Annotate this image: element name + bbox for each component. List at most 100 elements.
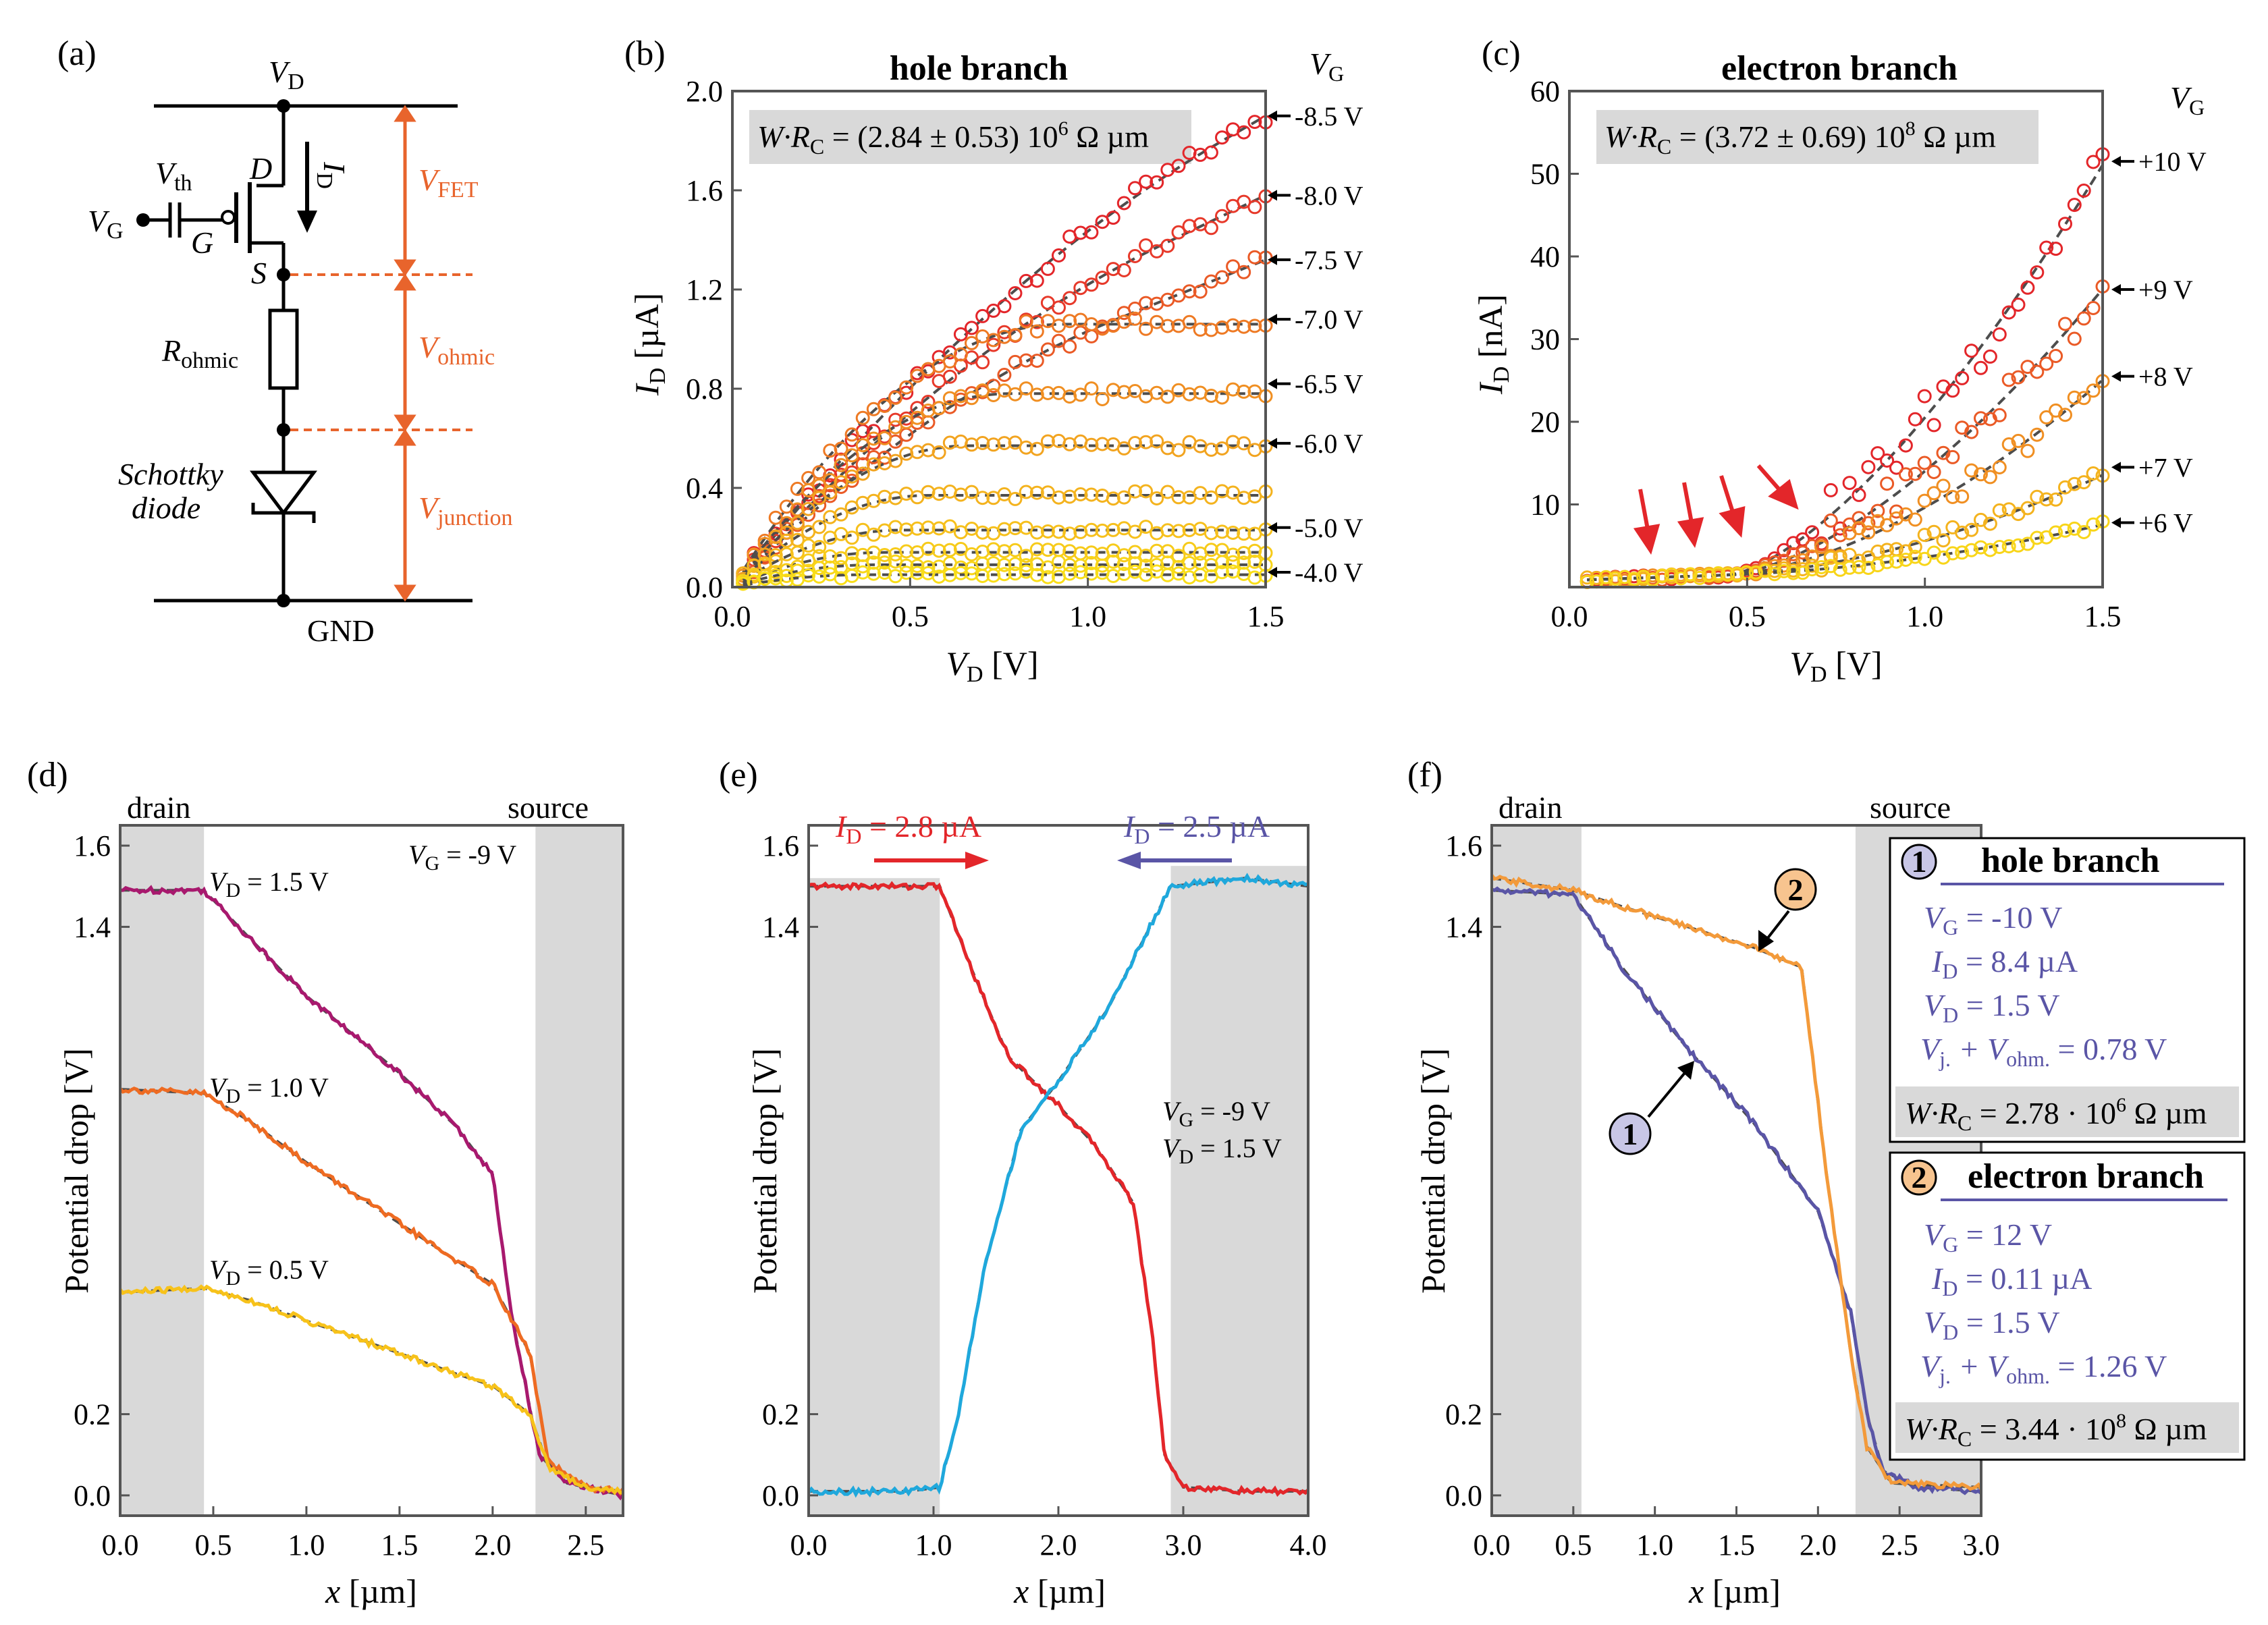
panel-a-circuit: (a) VD D ID VG Vth G S Rohmic xyxy=(57,34,513,648)
panel-b-xtick-label: 0.5 xyxy=(892,600,929,633)
panel-c-point xyxy=(2067,390,2082,405)
panel-b-point xyxy=(997,544,1012,559)
panel-b-fit-6 xyxy=(742,494,1266,579)
panel-d-vg-annotation: VG = -9 V xyxy=(408,839,516,875)
panel-c-point xyxy=(2001,437,2016,451)
panel-b-vg-label: -7.0 V xyxy=(1295,304,1364,335)
panel-b-point xyxy=(921,560,936,575)
panel-b-point xyxy=(1029,387,1044,402)
panel-b-point xyxy=(1128,301,1142,316)
panel-f-label: (f) xyxy=(1407,756,1442,794)
panel-b-vg-arrowhead xyxy=(1268,314,1277,325)
panel-b-point xyxy=(812,561,827,576)
panel-b-point xyxy=(910,566,925,580)
panel-b-point xyxy=(1160,389,1175,404)
panel-c-point xyxy=(1646,568,1660,583)
panel-d-ytick-label: 1.4 xyxy=(74,910,111,943)
panel-b-point xyxy=(932,445,946,460)
panel-d-xtick-label: 1.0 xyxy=(288,1528,325,1562)
panel-c-point xyxy=(2020,443,2035,458)
panel-c-point xyxy=(2001,373,2016,387)
panel-b-point xyxy=(1029,525,1044,540)
panel-b-point xyxy=(975,569,990,583)
panel-b-point xyxy=(910,410,925,425)
panel-c-point xyxy=(2076,525,2091,539)
panel-c-point xyxy=(1898,553,1913,567)
panel-d-ytick-label: 0.2 xyxy=(74,1398,111,1431)
panel-b-point xyxy=(1095,523,1110,538)
red-arrow-head-4 xyxy=(1768,478,1799,510)
panel-b-vg-label: -7.5 V xyxy=(1295,245,1364,275)
panel-c-point xyxy=(1955,525,1970,540)
panel-b-vg-title: VG xyxy=(1310,47,1344,86)
panel-c-vg-label: +8 V xyxy=(2138,362,2193,392)
panel-b-point xyxy=(1019,381,1033,396)
panel-f-ytick-label: 0.0 xyxy=(1445,1479,1482,1512)
panel-c-vg-arrowhead xyxy=(2111,284,2121,295)
panel-b-point xyxy=(855,410,870,425)
panel-b-annotation: W·RC = (2.84 ± 0.53) 106 Ω µm xyxy=(757,117,1149,159)
panel-b-point xyxy=(1040,342,1055,357)
panel-c-point xyxy=(2001,305,2016,320)
panel-c-point xyxy=(2001,539,2016,553)
panel-b-point xyxy=(997,436,1012,451)
panel-d-xtick-label: 2.0 xyxy=(474,1528,511,1562)
panel-b-point xyxy=(1073,225,1088,240)
legend-electron-num-circle xyxy=(1901,1159,1937,1196)
vfet-label: VFET xyxy=(418,163,479,202)
panel-c-point xyxy=(2086,517,2101,532)
vth-label: Vth xyxy=(155,156,192,196)
panel-b-point xyxy=(1171,159,1186,173)
panel-c-point xyxy=(1974,540,1988,555)
panel-b-fit-7 xyxy=(742,528,1266,582)
panel-c-xlabel: VD [V] xyxy=(1789,644,1882,687)
panel-b-point xyxy=(1226,555,1241,570)
panel-c-point xyxy=(1852,553,1866,568)
panel-b-point xyxy=(1237,384,1251,399)
d-label: D xyxy=(249,151,272,186)
panel-b-point xyxy=(1182,314,1197,329)
panel-b-frame xyxy=(731,90,1267,588)
panel-b-point xyxy=(1160,485,1175,499)
panel-e-red-label: ID = 2.8 µA xyxy=(835,809,981,848)
panel-b-point xyxy=(942,400,957,414)
panel-b-point xyxy=(1029,542,1044,557)
panel-b-point xyxy=(1029,273,1044,288)
panel-b-point xyxy=(1029,324,1044,339)
panel-c-ytick-label: 30 xyxy=(1530,323,1560,356)
panel-c-point xyxy=(2030,364,2045,379)
callout-2-arrowhead xyxy=(1758,930,1774,952)
panel-b-point xyxy=(1062,526,1077,541)
panel-c-point xyxy=(1889,554,1904,569)
panel-b-point xyxy=(1062,557,1077,572)
panel-c-vg-arrowhead xyxy=(2111,156,2121,167)
panel-c-point xyxy=(1974,411,1988,426)
panel-c-point xyxy=(1992,460,2007,474)
panel-e-curve-0 xyxy=(808,881,1310,1497)
panel-b-point xyxy=(942,519,957,534)
panel-c-point xyxy=(2086,466,2101,480)
panel-b-point xyxy=(1084,225,1099,240)
panel-b-point xyxy=(1008,491,1023,506)
panel-b-point xyxy=(1226,435,1241,449)
panel-c-point xyxy=(1908,412,1922,426)
panel-b-point xyxy=(1052,300,1066,315)
panel-b-xtick-label: 1.0 xyxy=(1069,600,1106,633)
panel-c-annotation-box xyxy=(1596,110,2039,164)
panel-b-point xyxy=(779,547,794,561)
panel-e-ytick-label: 1.6 xyxy=(762,829,799,862)
panel-c-point xyxy=(1870,446,1885,461)
panel-b-point xyxy=(1095,392,1110,406)
panel-b-point xyxy=(1008,557,1023,572)
panel-b-label: (b) xyxy=(624,34,666,73)
panel-b-point xyxy=(1204,526,1218,541)
panel-c-point xyxy=(1917,528,1932,543)
panel-b-point xyxy=(899,544,914,559)
panel-c-point xyxy=(1823,550,1838,565)
panel-c-point xyxy=(1833,528,1847,543)
panel-b-point xyxy=(1204,221,1218,236)
panel-b-ytick-label: 0.8 xyxy=(686,373,723,406)
legend-hole-line-1: ID = 8.4 µA xyxy=(1931,944,2078,983)
panel-b-point xyxy=(1226,526,1241,540)
panel-c-point xyxy=(2049,492,2063,507)
